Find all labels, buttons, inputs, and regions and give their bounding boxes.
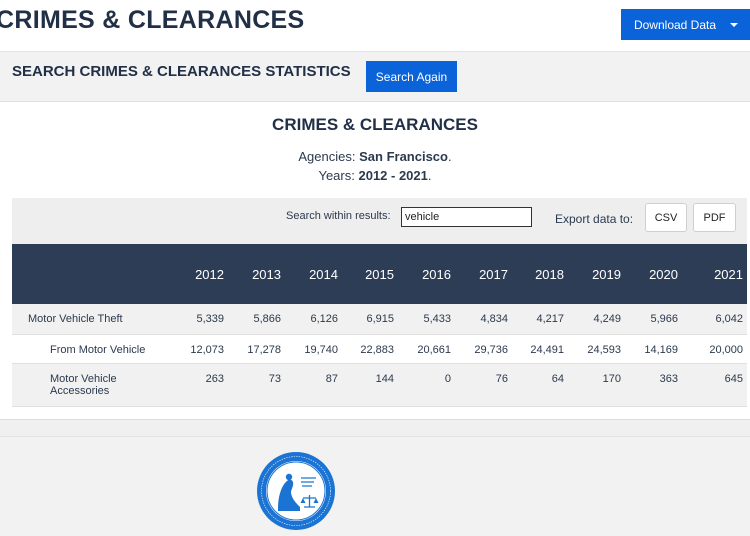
years-value: 2012 - 2021 xyxy=(358,168,428,183)
page-footer xyxy=(0,436,750,536)
caret-down-icon xyxy=(730,22,739,27)
doj-seal-logo xyxy=(257,452,335,530)
table-cell: 24,491 xyxy=(530,343,564,356)
agencies-label: Agencies: xyxy=(298,149,356,164)
years-line: Years: 2012 - 2021. xyxy=(0,168,750,183)
table-header-row: 2012 2013 2014 2015 2016 2017 2018 2019 … xyxy=(12,244,747,304)
table-cell: 24,593 xyxy=(587,343,621,356)
table-cell: 12,073 xyxy=(190,343,224,356)
agencies-suffix: . xyxy=(447,149,452,164)
search-again-button[interactable]: Search Again xyxy=(366,61,457,92)
header-cell-year[interactable]: 2019 xyxy=(592,266,621,282)
results-panel: CRIMES & CLEARANCES Agencies: San Franci… xyxy=(0,102,750,420)
results-toolbar: Search within results: Export data to: C… xyxy=(12,198,747,244)
table-cell: 6,126 xyxy=(310,313,338,325)
search-within-input[interactable] xyxy=(401,207,532,227)
header-cell-year[interactable]: 2021 xyxy=(714,266,743,282)
table-cell: 0 xyxy=(444,372,451,385)
table-row: Motor Vehicle Theft 5,339 5,866 6,126 6,… xyxy=(12,304,747,334)
table-cell: 170 xyxy=(602,372,621,385)
table-cell: 76 xyxy=(495,372,508,385)
export-label: Export data to: xyxy=(555,212,634,226)
header-cell-year[interactable]: 2017 xyxy=(479,266,508,282)
row-label: Motor Vehicle Theft xyxy=(28,313,123,325)
table-cell: 263 xyxy=(205,372,224,385)
table-cell: 19,740 xyxy=(304,343,338,356)
header-cell-year[interactable]: 2014 xyxy=(309,266,338,282)
table-cell: 4,217 xyxy=(536,313,564,325)
years-label: Years: xyxy=(318,168,355,183)
table-cell: 73 xyxy=(268,372,281,385)
results-table: 2012 2013 2014 2015 2016 2017 2018 2019 … xyxy=(12,244,747,407)
table-cell: 6,042 xyxy=(715,313,743,325)
header-cell-year[interactable]: 2018 xyxy=(535,266,564,282)
header-cell-year[interactable]: 2012 xyxy=(195,266,224,282)
header-cell-year[interactable]: 2016 xyxy=(422,266,451,282)
download-data-label: Download Data xyxy=(633,17,717,32)
table-cell: 363 xyxy=(659,372,678,385)
table-cell: 4,249 xyxy=(593,313,621,325)
table-cell: 5,966 xyxy=(650,313,678,325)
search-band: SEARCH CRIMES & CLEARANCES STATISTICS Se… xyxy=(0,52,750,102)
table-cell: 29,736 xyxy=(474,343,508,356)
table-cell: 64 xyxy=(551,372,564,385)
table-cell: 22,883 xyxy=(360,343,394,356)
table-cell: 14,169 xyxy=(644,343,678,356)
results-title: CRIMES & CLEARANCES xyxy=(272,115,478,134)
table-cell: 20,000 xyxy=(709,343,743,356)
table-cell: 144 xyxy=(375,372,394,385)
table-cell: 87 xyxy=(325,372,338,385)
page-title: CRIMES & CLEARANCES xyxy=(0,6,305,34)
years-suffix: . xyxy=(427,168,432,183)
header-cell-label xyxy=(12,244,181,304)
download-data-button[interactable]: Download Data xyxy=(621,9,750,40)
table-cell: 5,339 xyxy=(196,313,224,325)
row-label: From Motor Vehicle xyxy=(50,343,146,356)
table-row: Motor Vehicle Accessories 263 73 87 144 … xyxy=(12,363,747,406)
export-pdf-button[interactable]: PDF xyxy=(693,203,736,232)
header-cell-year[interactable]: 2013 xyxy=(252,266,281,282)
header-cell-year[interactable]: 2015 xyxy=(365,266,394,282)
table-cell: 17,278 xyxy=(247,343,281,356)
table-cell: 20,661 xyxy=(417,343,451,356)
row-label-line: Motor Vehicle xyxy=(50,372,117,385)
table-row: From Motor Vehicle 12,073 17,278 19,740 … xyxy=(12,334,747,363)
table-cell: 4,834 xyxy=(480,313,508,325)
export-csv-button[interactable]: CSV xyxy=(645,203,687,232)
search-section-title: SEARCH CRIMES & CLEARANCES STATISTICS xyxy=(12,63,351,80)
header-cell-year[interactable]: 2020 xyxy=(649,266,678,282)
top-header: CRIMES & CLEARANCES Download Data xyxy=(0,0,750,52)
search-within-label: Search within results: xyxy=(286,210,391,222)
row-label-line: Accessories xyxy=(50,384,110,397)
table-cell: 5,433 xyxy=(423,313,451,325)
row-label: Motor Vehicle Accessories xyxy=(12,363,181,406)
table-cell: 645 xyxy=(724,372,743,385)
agencies-value: San Francisco xyxy=(359,149,448,164)
table-cell: 6,915 xyxy=(366,313,394,325)
agencies-line: Agencies: San Francisco. xyxy=(0,149,750,164)
table-cell: 5,866 xyxy=(253,313,281,325)
